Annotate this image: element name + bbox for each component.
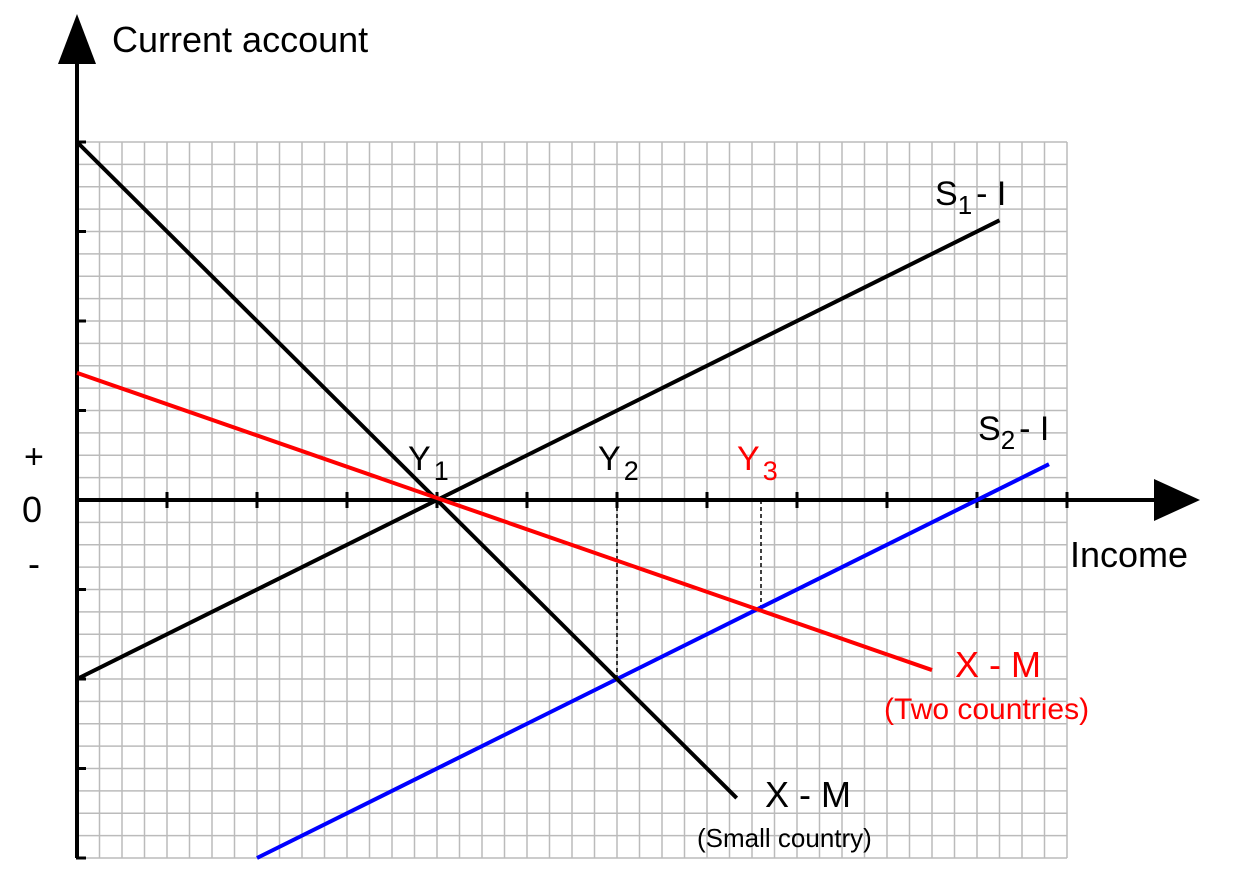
x-m-small-label: X - M (765, 774, 851, 815)
x-axis-arrow-icon (1154, 479, 1200, 521)
s1-i-label: S1- I (935, 175, 1006, 220)
x-m-two-note: (Two countries) (884, 693, 1089, 726)
zero-label: 0 (22, 489, 42, 530)
drop-lines (616, 500, 762, 679)
y-axis-arrow-icon (58, 14, 96, 64)
x-axis-title: Income (1070, 534, 1188, 575)
x-m-two-label: X - M (955, 644, 1041, 685)
minus-sign-label: - (28, 543, 40, 584)
y-axis-title: Current account (112, 19, 368, 60)
s1-i-line (76, 218, 1001, 681)
plus-sign-label: + (24, 438, 44, 476)
x-m-small-note: (Small country) (697, 823, 872, 853)
s2-i-line (256, 462, 1050, 860)
series-lines (75, 140, 1050, 860)
x-m-small-country-line (75, 140, 739, 800)
s2-i-label: S2- I (978, 410, 1049, 455)
x-m-two-countries-line (76, 371, 933, 672)
